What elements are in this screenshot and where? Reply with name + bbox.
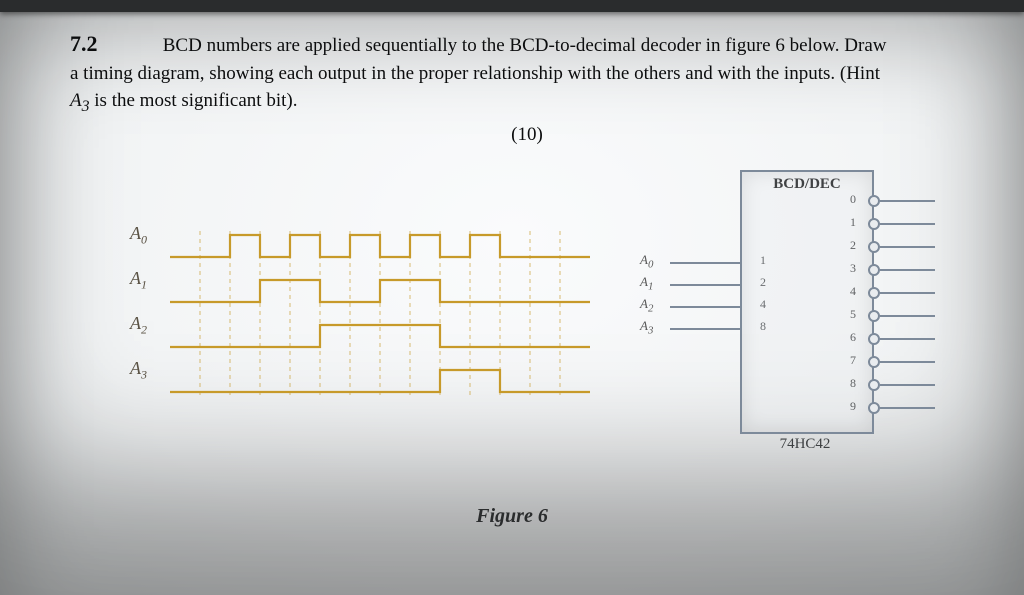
decoder-output-wire <box>880 246 935 248</box>
decoder-block: BCD/DEC 74HC42 A01A12A24A380123456789 <box>740 170 870 460</box>
decoder-output-num: 6 <box>850 330 856 345</box>
question-line1: BCD numbers are applied sequentially to … <box>163 35 887 56</box>
question-text: 7.2 BCD numbers are applied sequentially… <box>70 28 984 149</box>
decoder-input-wire <box>670 306 740 308</box>
decoder-input-label: A2 <box>640 296 653 315</box>
decoder-output-wire <box>880 338 935 340</box>
inversion-bubble-icon <box>868 264 880 276</box>
decoder-output-wire <box>880 384 935 386</box>
decoder-output-num: 7 <box>850 353 856 368</box>
decoder-output-num: 3 <box>850 261 856 276</box>
decoder-input-pinnum: 1 <box>746 253 766 268</box>
inversion-bubble-icon <box>868 379 880 391</box>
inversion-bubble-icon <box>868 402 880 414</box>
decoder-input-label: A0 <box>640 252 653 271</box>
timing-diagram: A0 A1 A2 A3 <box>130 215 590 415</box>
decoder-output-wire <box>880 200 935 202</box>
decoder-input-label: A3 <box>640 318 653 337</box>
inversion-bubble-icon <box>868 310 880 322</box>
question-line3b: is the most significant bit). <box>90 90 298 111</box>
decoder-input-pinnum: 4 <box>746 297 766 312</box>
decoder-output-num: 2 <box>850 238 856 253</box>
decoder-output-num: 4 <box>850 284 856 299</box>
decoder-output-wire <box>880 315 935 317</box>
decoder-output-wire <box>880 223 935 225</box>
decoder-input-wire <box>670 262 740 264</box>
decoder-output-wire <box>880 269 935 271</box>
question-number: 7.2 <box>70 28 158 60</box>
decoder-output-num: 5 <box>850 307 856 322</box>
question-points: (10) <box>70 121 984 149</box>
inversion-bubble-icon <box>868 218 880 230</box>
screenshot-root: 7.2 BCD numbers are applied sequentially… <box>0 0 1024 595</box>
decoder-input-wire <box>670 284 740 286</box>
decoder-input-wire <box>670 328 740 330</box>
inversion-bubble-icon <box>868 333 880 345</box>
decoder-output-num: 9 <box>850 399 856 414</box>
decoder-input-label: A1 <box>640 274 653 293</box>
decoder-input-pinnum: 8 <box>746 319 766 334</box>
inversion-bubble-icon <box>868 287 880 299</box>
decoder-input-pinnum: 2 <box>746 275 766 290</box>
figure-caption: Figure 6 <box>0 505 1024 528</box>
inversion-bubble-icon <box>868 356 880 368</box>
timing-label: A2 <box>130 313 147 338</box>
decoder-output-num: 1 <box>850 215 856 230</box>
decoder-partnum: 74HC42 <box>740 436 870 453</box>
decoder-output-num: 8 <box>850 376 856 391</box>
timing-svg <box>130 215 590 395</box>
decoder-output-wire <box>880 292 935 294</box>
decoder-output-wire <box>880 407 935 409</box>
timing-label: A0 <box>130 223 147 248</box>
top-dark-band <box>0 0 1024 12</box>
timing-label: A3 <box>130 358 147 383</box>
inversion-bubble-icon <box>868 195 880 207</box>
decoder-output-wire <box>880 361 935 363</box>
inversion-bubble-icon <box>868 241 880 253</box>
decoder-title: BCD/DEC <box>742 176 872 193</box>
decoder-output-num: 0 <box>850 192 856 207</box>
timing-label: A1 <box>130 268 147 293</box>
question-line3-sub: 3 <box>82 98 90 115</box>
question-line2: a timing diagram, showing each output in… <box>70 63 880 84</box>
question-line3a: A <box>70 90 82 111</box>
